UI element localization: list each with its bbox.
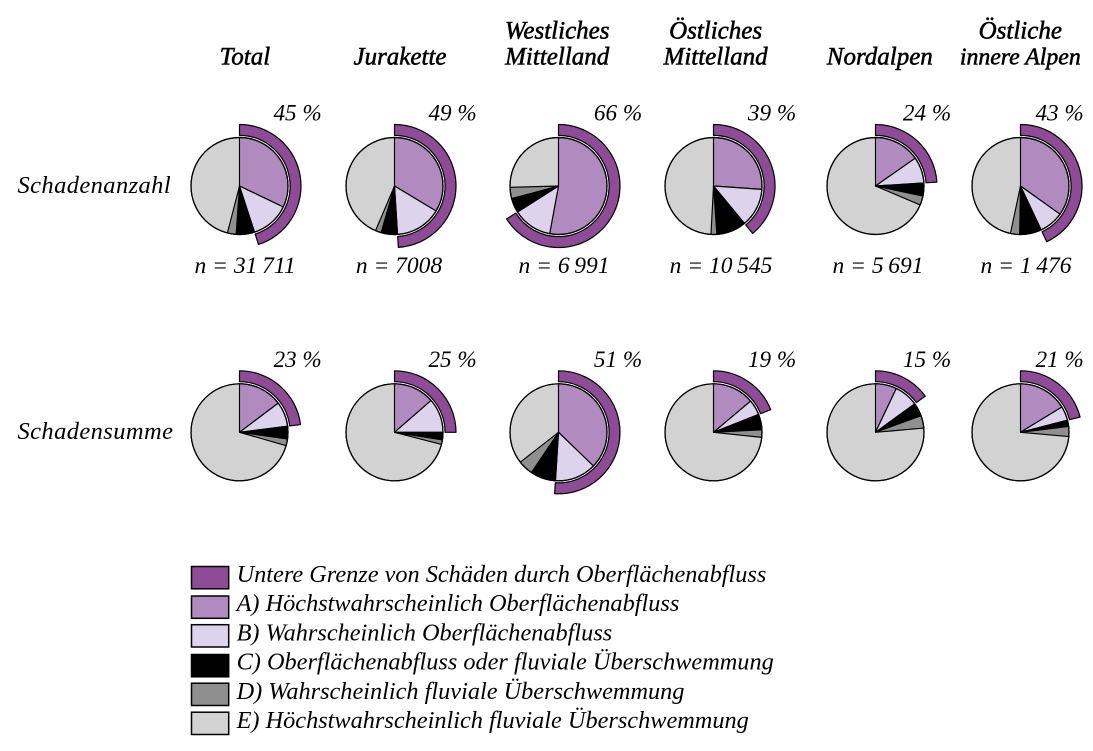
svg-text:n = 31 711: n = 31 711	[195, 253, 296, 279]
svg-text:E) Höchstwahrscheinlich fluvia: E) Höchstwahrscheinlich fluviale Übersch…	[236, 706, 749, 734]
svg-text:Schadensumme: Schadensumme	[18, 418, 174, 445]
svg-text:51 %: 51 %	[594, 347, 642, 373]
svg-text:66 %: 66 %	[594, 101, 642, 127]
svg-text:n = 7008: n = 7008	[356, 253, 443, 279]
svg-text:Nordalpen: Nordalpen	[826, 43, 933, 70]
svg-text:A) Höchstwahrscheinlich Oberfl: A) Höchstwahrscheinlich Oberflächenabflu…	[235, 590, 680, 617]
svg-text:n = 1 476: n = 1 476	[980, 253, 1071, 279]
svg-text:49 %: 49 %	[428, 101, 476, 127]
svg-text:25 %: 25 %	[428, 347, 476, 373]
svg-text:43 %: 43 %	[1035, 101, 1083, 127]
svg-text:innere Alpen: innere Alpen	[960, 44, 1081, 70]
svg-text:21 %: 21 %	[1035, 347, 1083, 373]
svg-text:Östliches: Östliches	[669, 17, 762, 45]
svg-text:24 %: 24 %	[903, 101, 951, 127]
svg-text:Westliches: Westliches	[505, 18, 610, 45]
svg-text:Östliche: Östliche	[979, 17, 1062, 45]
svg-text:45 %: 45 %	[273, 101, 321, 127]
svg-text:Total: Total	[220, 43, 271, 70]
svg-text:Mittelland: Mittelland	[663, 43, 769, 70]
svg-text:23 %: 23 %	[273, 347, 321, 373]
svg-text:19 %: 19 %	[748, 347, 796, 373]
svg-text:15 %: 15 %	[903, 347, 951, 373]
svg-text:D) Wahrscheinlich fluviale Übe: D) Wahrscheinlich fluviale Überschwemmun…	[236, 677, 685, 705]
svg-text:n = 5 691: n = 5 691	[832, 253, 923, 279]
svg-text:n = 6 991: n = 6 991	[518, 253, 609, 279]
svg-text:n = 10 545: n = 10 545	[670, 253, 773, 279]
svg-text:39 %: 39 %	[747, 101, 796, 127]
svg-text:Mittelland: Mittelland	[504, 43, 610, 70]
svg-text:C) Oberflächenabfluss oder flu: C) Oberflächenabfluss oder fluviale Über…	[237, 648, 774, 676]
svg-text:Jurakette: Jurakette	[353, 43, 446, 70]
svg-text:Schadenanzahl: Schadenanzahl	[18, 172, 172, 199]
svg-text:B) Wahrscheinlich Oberflächena: B) Wahrscheinlich Oberflächenabfluss	[237, 619, 613, 646]
svg-text:Untere Grenze von Schäden durc: Untere Grenze von Schäden durch Oberfläc…	[237, 561, 767, 588]
